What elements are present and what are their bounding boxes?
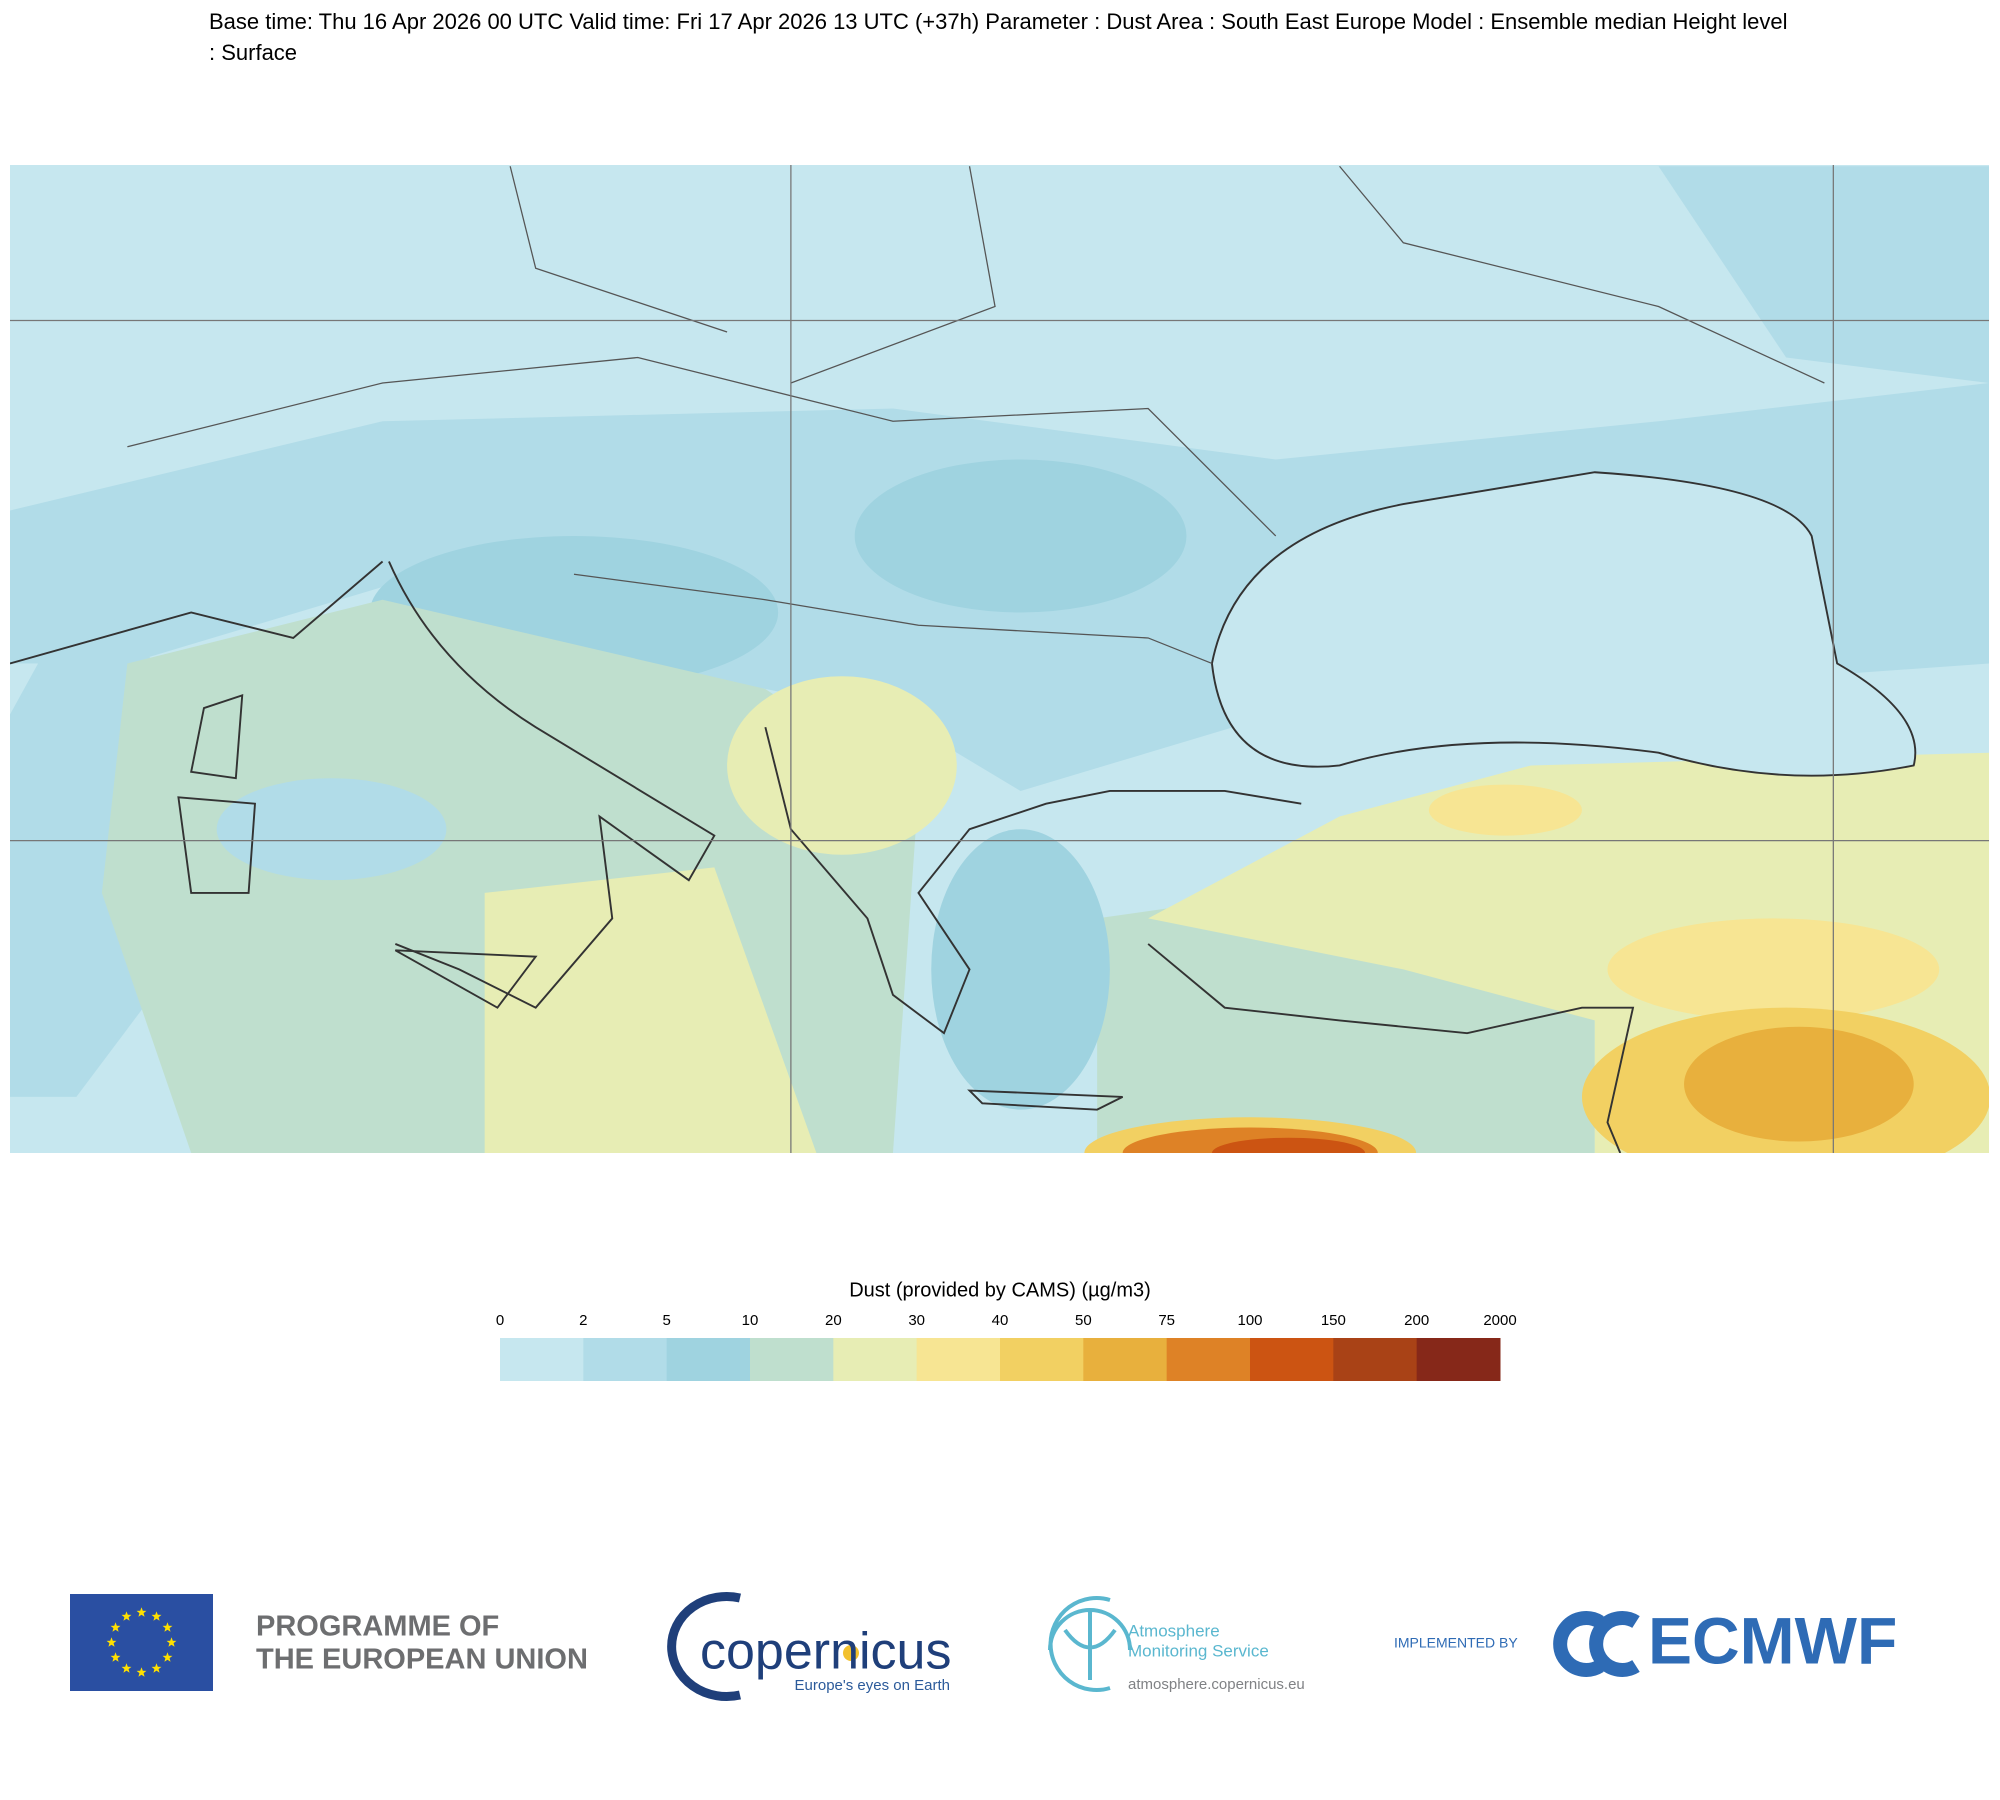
ecmwf-name: ECMWF: [1648, 1603, 1897, 1677]
atmosphere-text: Atmosphere: [1128, 1621, 1220, 1640]
colorbar-segment: [500, 1338, 584, 1381]
island: [177, 693, 1124, 1111]
colorbar-tick-label: 10: [742, 1312, 759, 1329]
colorbar-tick-label: 150: [1321, 1312, 1346, 1329]
atmosphere-url: atmosphere.copernicus.eu: [1128, 1676, 1305, 1693]
colorbar-tick-label: 2000: [1483, 1312, 1516, 1329]
dust-region: [1211, 1137, 1366, 1153]
colorbar-segment: [916, 1338, 1001, 1381]
dust-region: [931, 829, 1110, 1110]
eu-star: [136, 1667, 147, 1677]
black-sea: [1210, 471, 1917, 777]
colorbar-segment: [1250, 1338, 1334, 1381]
colorbar-title: Dust (provided by CAMS) (µg/m3): [849, 1279, 1151, 1301]
colorbar-tick-label: 50: [1075, 1312, 1092, 1329]
eu-text: THE EUROPEAN UNION: [256, 1644, 588, 1676]
eu-star: [151, 1611, 162, 1621]
colorbar-tick-label: 30: [908, 1312, 925, 1329]
eu-star: [110, 1622, 121, 1632]
coastline: [764, 726, 1302, 1035]
dust-region: [1607, 918, 1940, 1021]
dust-region: [1658, 166, 1989, 383]
colorbar-segment: [666, 1338, 751, 1381]
ecmwf-logo: [1553, 1611, 1640, 1677]
copernicus-name: copernicus: [700, 1623, 951, 1681]
eu-star: [110, 1652, 121, 1662]
eu-text: PROGRAMME OF: [256, 1611, 499, 1643]
colorbar-tick-label: 0: [496, 1312, 504, 1329]
eu-star: [162, 1652, 173, 1662]
copernicus-logo: [667, 1592, 859, 1701]
colorbar-tick-label: 100: [1237, 1312, 1262, 1329]
dust-region: [1684, 1026, 1914, 1142]
colorbar-tick-label: 2: [579, 1312, 587, 1329]
coastline: [1147, 943, 1635, 1153]
colorbar-segment: [1000, 1338, 1084, 1381]
atmosphere-text: Monitoring Service: [1128, 1641, 1269, 1660]
colorbar-segment: [583, 1338, 668, 1381]
dust-map: [10, 165, 1989, 1153]
eu-star: [162, 1622, 173, 1632]
implemented-by: IMPLEMENTED BY: [1394, 1635, 1518, 1651]
colorbar-segment: [1333, 1338, 1418, 1381]
colorbar-segment: [1416, 1338, 1501, 1381]
dust-region: [727, 676, 957, 855]
header-text: Base time: Thu 16 Apr 2026 00 UTC Valid …: [209, 9, 1788, 65]
colorbar-segment: [833, 1338, 918, 1381]
colorbar-tick-label: 5: [662, 1312, 670, 1329]
colorbar-tick-label: 20: [825, 1312, 842, 1329]
border: [127, 165, 1825, 665]
dust-region: [216, 778, 447, 881]
dust-region: [484, 867, 817, 1153]
colorbar-tick-label: 40: [992, 1312, 1009, 1329]
colorbar-segment: [1083, 1338, 1168, 1381]
graticule: [10, 165, 1989, 1153]
footer-logos: PROGRAMME OF THE EUROPEAN UNION copernic…: [70, 1592, 1897, 1701]
colorbar: Dust (provided by CAMS) (µg/m3) 0 2 5 10 20 3…: [496, 1279, 1517, 1381]
eu-star: [151, 1663, 162, 1673]
eu-logo: [70, 1594, 213, 1691]
dust-region: [854, 459, 1187, 613]
colorbar-tick-label: 200: [1404, 1312, 1429, 1329]
copernicus-tagline: Europe's eyes on Earth: [795, 1677, 950, 1694]
eu-star: [166, 1637, 177, 1647]
eu-star: [106, 1637, 117, 1647]
colorbar-segment: [1166, 1338, 1251, 1381]
eu-star: [121, 1663, 132, 1673]
eu-star: [121, 1611, 132, 1621]
dust-region: [1428, 784, 1582, 836]
colorbar-segment: [750, 1338, 834, 1381]
eu-star: [136, 1607, 147, 1617]
atmosphere-logo: [1048, 1596, 1132, 1692]
colorbar-tick-label: 75: [1158, 1312, 1175, 1329]
coastline: [10, 560, 716, 1009]
